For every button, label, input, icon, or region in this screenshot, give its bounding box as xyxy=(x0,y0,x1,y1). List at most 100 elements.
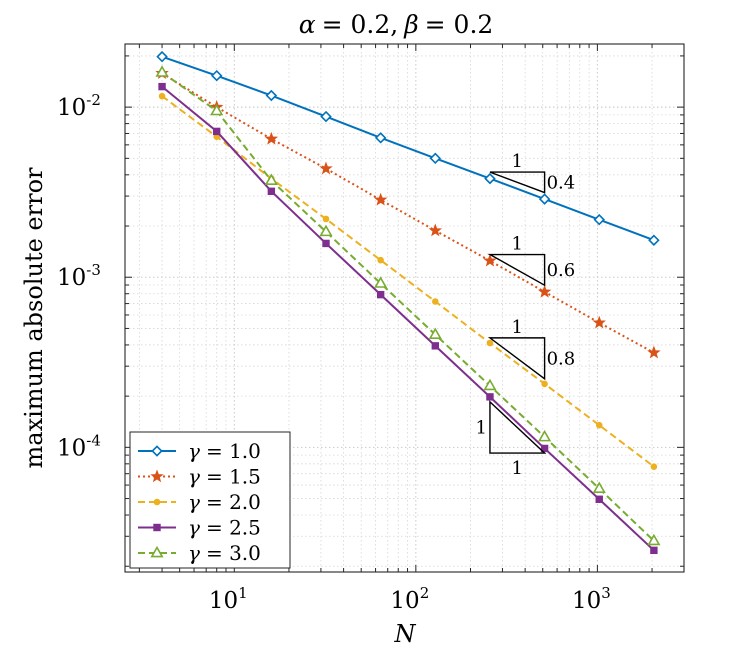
legend-label: γ = 1.5 xyxy=(188,465,261,489)
y-tick-label: 10-4 xyxy=(57,431,101,461)
data-point xyxy=(593,213,605,226)
data-point xyxy=(264,131,279,145)
data-point xyxy=(650,546,658,555)
data-point xyxy=(376,290,385,299)
legend-entry-2: γ = 2.0 xyxy=(138,490,261,514)
slope-triangle-3: 11 xyxy=(476,400,547,479)
data-point xyxy=(484,172,496,185)
series-layer xyxy=(155,50,661,555)
data-point xyxy=(155,65,169,77)
data-point xyxy=(538,193,551,205)
triangle-run-label: 1 xyxy=(512,458,523,479)
slope-triangle-1: 10.6 xyxy=(487,234,576,287)
series-line xyxy=(161,72,655,354)
data-point xyxy=(483,253,497,267)
data-point xyxy=(431,342,440,350)
triangle-run-label: 1 xyxy=(512,151,523,172)
data-point xyxy=(540,444,549,453)
data-point xyxy=(486,393,494,401)
triangle-rise-label: 0.4 xyxy=(547,172,576,193)
legend-label: γ = 3.0 xyxy=(188,541,261,565)
data-point xyxy=(647,533,661,546)
data-point xyxy=(322,215,330,223)
data-point xyxy=(373,192,388,206)
data-point xyxy=(483,378,497,391)
data-point xyxy=(592,481,606,494)
triangle-rise-label: 0.8 xyxy=(547,348,576,369)
title-alpha-value: = 0.2, xyxy=(322,10,399,39)
legend-marker xyxy=(150,469,164,483)
legend-entry-3: γ = 2.5 xyxy=(138,516,261,540)
data-point xyxy=(374,132,387,144)
title-alpha: α xyxy=(299,10,316,39)
slope-triangles: 10.410.610.811 xyxy=(476,151,576,479)
data-point xyxy=(647,345,661,359)
series-line xyxy=(161,85,655,552)
slope-triangle-shape xyxy=(489,171,546,194)
data-point xyxy=(377,256,384,264)
tick-marks xyxy=(125,44,685,572)
legend-entry-4: γ = 3.0 xyxy=(138,541,261,565)
legend-marker xyxy=(153,523,161,532)
y-axis-label: maximum absolute error xyxy=(20,167,48,469)
data-point xyxy=(595,421,603,429)
legend: γ = 1.0γ = 1.5γ = 2.0γ = 2.5γ = 3.0 xyxy=(129,431,291,569)
data-point xyxy=(537,284,552,298)
data-point xyxy=(595,495,603,503)
data-point xyxy=(648,234,660,246)
triangle-run-label: 1 xyxy=(512,234,523,255)
data-point xyxy=(213,127,221,136)
data-point xyxy=(156,50,168,63)
slope-triangle-shape xyxy=(489,400,547,454)
legend-marker xyxy=(151,445,163,457)
slope-triangle-shape xyxy=(487,337,546,381)
data-point xyxy=(374,276,388,288)
data-point xyxy=(592,315,606,329)
legend-label: γ = 1.0 xyxy=(188,439,261,463)
data-point xyxy=(265,89,278,102)
y-tick-label: 10-3 xyxy=(57,261,101,291)
legend-label: γ = 2.5 xyxy=(188,516,261,540)
data-point xyxy=(210,103,224,116)
x-tick-label: 103 xyxy=(572,584,611,614)
data-point xyxy=(428,223,443,237)
data-point xyxy=(538,429,552,442)
legend-marker xyxy=(150,545,164,558)
data-point xyxy=(432,298,439,305)
slope-triangle-2: 10.8 xyxy=(487,317,576,381)
triangle-rise-label: 0.6 xyxy=(547,260,576,281)
data-point xyxy=(264,173,278,185)
series-dot-2 xyxy=(158,92,658,470)
data-point xyxy=(210,69,223,82)
y-tick-label: 10-2 xyxy=(57,91,101,121)
series-line xyxy=(161,55,655,242)
data-point xyxy=(319,161,333,175)
series-star-1 xyxy=(155,66,661,359)
title-beta-value: = 0.2 xyxy=(425,10,494,39)
x-tick-label: 102 xyxy=(390,584,429,614)
axes-box xyxy=(124,43,685,573)
axes-frame xyxy=(124,43,685,573)
legend-marker xyxy=(153,498,161,506)
x-tick-labels: 101 102 103 xyxy=(209,584,611,614)
triangle-rise-label: 1 xyxy=(476,417,487,438)
data-point xyxy=(486,339,494,347)
series-line xyxy=(161,95,655,468)
legend-entry-1: γ = 1.5 xyxy=(138,465,261,489)
x-tick-label: 101 xyxy=(209,584,248,614)
triangle-run-label: 1 xyxy=(512,317,523,338)
legend-label: γ = 2.0 xyxy=(188,490,261,514)
data-point xyxy=(429,152,442,165)
data-point xyxy=(320,110,332,123)
series-square-3 xyxy=(158,82,658,555)
data-point xyxy=(428,327,442,339)
slope-triangle-shape xyxy=(487,253,546,287)
data-point xyxy=(158,92,166,100)
slope-triangle-0: 10.4 xyxy=(489,151,576,194)
chart-title: α = 0.2, β = 0.2 xyxy=(299,10,494,39)
legend-entry-0: γ = 1.0 xyxy=(138,439,261,463)
data-point xyxy=(319,224,333,237)
series-line xyxy=(161,71,655,542)
